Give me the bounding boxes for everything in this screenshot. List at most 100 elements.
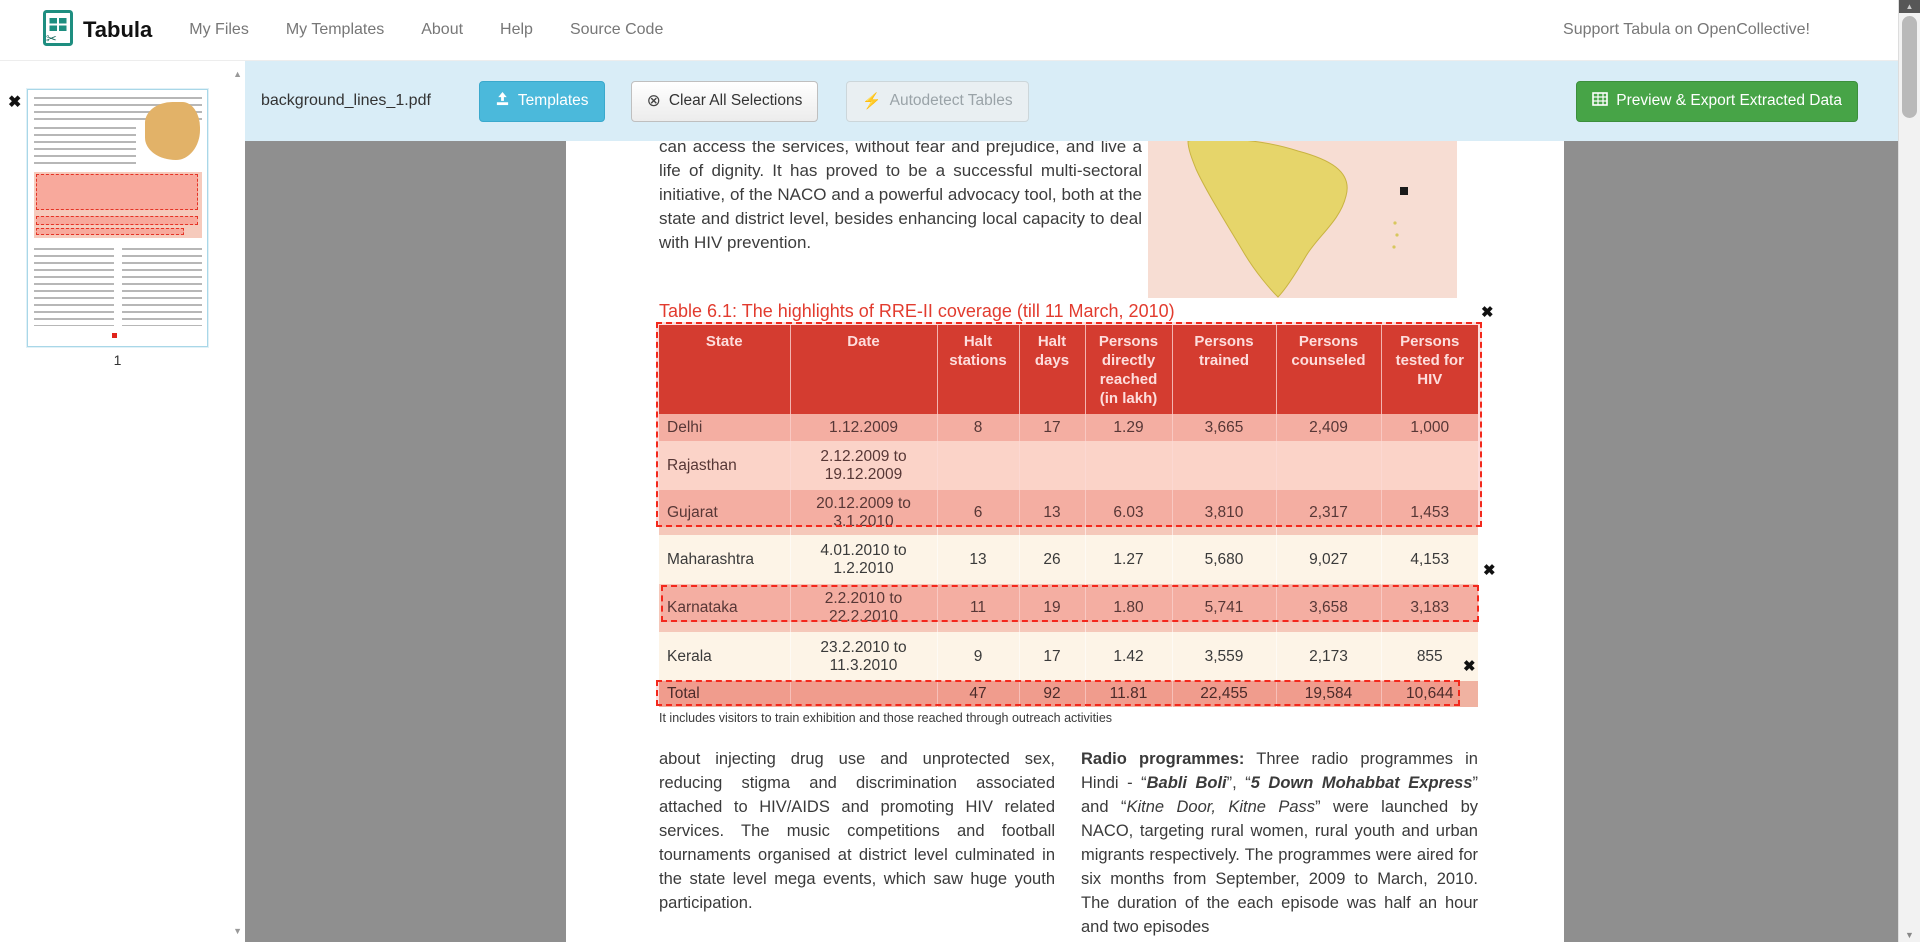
table-cell: [936, 441, 1019, 490]
table-cell: 3,658: [1275, 584, 1381, 632]
table-cell: [1275, 441, 1381, 490]
page-thumbnail[interactable]: [27, 89, 208, 347]
table-header-cell: State: [659, 325, 790, 414]
top-navbar: ✂ Tabula My Files My Templates About Help So…: [0, 0, 1920, 61]
table-cell: 1,453: [1380, 490, 1478, 535]
sidebar-scroll-down-icon[interactable]: ▼: [233, 926, 242, 936]
tabula-logo-icon: ✂: [43, 9, 73, 51]
right-column-text: ”, “: [1226, 774, 1251, 792]
table-cell: 19,584: [1275, 681, 1381, 707]
right-column-text: ” and “: [1081, 774, 1478, 816]
nav-item-my-files[interactable]: My Files: [189, 21, 249, 38]
nav-item-source-code[interactable]: Source Code: [569, 21, 664, 38]
table-cell: 1.29: [1084, 414, 1172, 441]
table-header-cell: Halt stations: [936, 325, 1019, 414]
thumbnail-sidebar: ✖ 1 ▲ ▼: [0, 61, 245, 942]
table-cell: 5,680: [1171, 535, 1276, 584]
thumbnail-selection: [36, 228, 184, 235]
scrollbar-up-icon[interactable]: ▲: [1899, 0, 1920, 13]
selection-box-2[interactable]: [661, 585, 1479, 622]
support-link[interactable]: Support Tabula on OpenCollective!: [1563, 21, 1810, 38]
table-cell: [789, 681, 937, 707]
pdf-table: State Date Halt stations Halt days Persons d…: [659, 325, 1478, 707]
remove-file-icon[interactable]: ✖: [8, 94, 22, 111]
pdf-intro-paragraph: can access the services, without fear an…: [659, 141, 1142, 252]
table-cell: 22,455: [1171, 681, 1276, 707]
spreadsheet-icon: [1592, 91, 1609, 112]
table-row: Total 47 92 11.81 22,455 19,584 10,644: [659, 681, 1478, 707]
table-cell: 2,409: [1275, 414, 1381, 441]
table-cell: 1.27: [1084, 535, 1172, 584]
table-cell: 13: [936, 535, 1019, 584]
table-cell: 1,000: [1380, 414, 1478, 441]
table-cell: 2.2.2010 to 22.2.2010: [789, 584, 937, 632]
thumbnail-table-area: [34, 172, 202, 238]
table-header-cell: Persons directly reached (in lakh): [1084, 325, 1172, 414]
selection-1-remove-icon[interactable]: ✖: [1481, 304, 1494, 321]
table-cell: 92: [1018, 681, 1085, 707]
nav-item-my-templates[interactable]: My Templates: [285, 21, 385, 38]
table-cell: 5,741: [1171, 584, 1276, 632]
programme-title: Kitne Door, Kitne Pass: [1126, 798, 1316, 816]
table-cell: [1084, 441, 1172, 490]
radio-programmes-lead: Radio programmes:: [1081, 750, 1245, 768]
table-row: Karnataka 2.2.2010 to 22.2.2010 11 19 1.80 5,…: [659, 584, 1478, 632]
selection-3-remove-icon[interactable]: ✖: [1463, 658, 1476, 675]
tabula-brand[interactable]: ✂ Tabula: [43, 9, 153, 51]
table-cell: 9: [936, 632, 1019, 681]
window-scrollbar[interactable]: ▲ ▼: [1898, 0, 1920, 942]
svg-text:✂: ✂: [46, 31, 57, 46]
table-cell: 13: [1018, 490, 1085, 535]
brand-name: Tabula: [83, 17, 153, 42]
current-filename: background_lines_1.pdf: [261, 92, 431, 109]
thumbnail-text-lines: [34, 248, 114, 326]
table-cell: [1380, 441, 1478, 490]
table-cell: 3,665: [1171, 414, 1276, 441]
table-cell: 26: [1018, 535, 1085, 584]
clear-selections-icon: ⊗: [646, 91, 661, 110]
programme-title: 5 Down Mohabbat Express: [1250, 774, 1473, 792]
selection-2-remove-icon[interactable]: ✖: [1483, 562, 1496, 579]
pdf-viewer: can access the services, without fear an…: [245, 141, 1898, 942]
selection-box-3[interactable]: [656, 680, 1460, 706]
table-cell: 11.81: [1084, 681, 1172, 707]
pdf-left-column: about injecting drug use and unprotected…: [659, 750, 1055, 912]
table-cell: 3,810: [1171, 490, 1276, 535]
table-header-cell: Persons trained: [1171, 325, 1276, 414]
autodetect-tables-button: ⚡ Autodetect Tables: [846, 80, 1029, 122]
table-row: Maharashtra 4.01.2010 to 1.2.2010 13 26 1.27…: [659, 535, 1478, 584]
templates-button-label: Templates: [517, 92, 589, 109]
clear-all-selections-button[interactable]: ⊗ Clear All Selections: [630, 80, 819, 122]
selection-box-1[interactable]: [656, 322, 1482, 527]
table-header-cell: Halt days: [1018, 325, 1085, 414]
table-cell: Total: [659, 681, 790, 707]
nav-item-help[interactable]: Help: [500, 21, 533, 38]
table-cell: 1.12.2009: [789, 414, 937, 441]
table-cell: 1.42: [1084, 632, 1172, 681]
table-cell: 8: [936, 414, 1019, 441]
table-cell: 1.80: [1084, 584, 1172, 632]
table-header-cell: Persons counseled: [1275, 325, 1381, 414]
thumbnail-selection: [36, 216, 198, 225]
table-cell: [1018, 441, 1085, 490]
table-cell: 6: [936, 490, 1019, 535]
nav-item-about[interactable]: About: [421, 21, 464, 38]
scrollbar-down-icon[interactable]: ▼: [1905, 930, 1914, 940]
table-header-cell: Persons tested for HIV: [1380, 325, 1478, 414]
pdf-page[interactable]: can access the services, without fear an…: [566, 141, 1564, 942]
preview-export-button[interactable]: Preview & Export Extracted Data: [1576, 80, 1858, 122]
table-cell: 855: [1380, 632, 1478, 681]
templates-button[interactable]: Templates: [478, 80, 605, 122]
nav-items: My Files My Templates About Help Source Code: [189, 21, 663, 39]
scrollbar-thumb[interactable]: [1902, 16, 1917, 118]
table-caption: Table 6.1: The highlights of RRE-II cove…: [659, 301, 1175, 321]
autodetect-button-label: Autodetect Tables: [889, 92, 1013, 109]
sidebar-scroll-up-icon[interactable]: ▲: [233, 69, 242, 79]
table-row: Kerala 23.2.2010 to 11.3.2010 9 17 1.42 3,559…: [659, 632, 1478, 681]
table-cell: Maharashtra: [659, 535, 790, 584]
table-cell: [1171, 441, 1276, 490]
programme-title: Babli Boli: [1146, 774, 1227, 792]
table-cell: 11: [936, 584, 1019, 632]
table-cell: 4.01.2010 to 1.2.2010: [789, 535, 937, 584]
table-cell: 23.2.2010 to 11.3.2010: [789, 632, 937, 681]
